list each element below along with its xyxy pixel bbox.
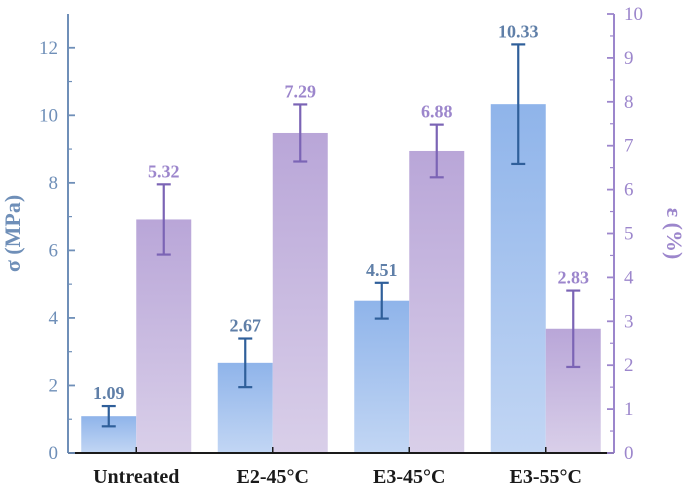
y-left-tick-label-6: 12	[39, 38, 58, 59]
data-label-sigma-2: 4.51	[366, 260, 398, 280]
y-left-tick-label-1: 2	[49, 375, 59, 396]
y-right-tick-label-1: 1	[624, 399, 634, 420]
y-left-tick-label-3: 6	[49, 240, 59, 261]
y-right-tick-label-0: 0	[624, 443, 634, 464]
data-label-sigma-3: 10.33	[498, 21, 539, 41]
bar-epsilon-2	[409, 150, 465, 453]
bar-sigma-2	[354, 300, 410, 453]
data-label-epsilon-0: 5.32	[148, 161, 180, 181]
bar-epsilon-0	[136, 219, 192, 453]
data-label-epsilon-1: 7.29	[285, 81, 317, 101]
data-label-sigma-0: 1.09	[93, 383, 125, 403]
y-right-tick-label-4: 4	[624, 267, 634, 288]
x-tick-label-2: E3-45°C	[373, 466, 445, 488]
bar-epsilon-1	[272, 132, 328, 453]
y-right-tick-label-3: 3	[624, 311, 634, 332]
y-right-tick-label-2: 2	[624, 355, 634, 376]
y-right-tick-label-5: 5	[624, 224, 634, 245]
bars-group	[81, 104, 601, 453]
y-right-tick-label-7: 7	[624, 136, 634, 157]
y-left-axis-title: σ (MPa)	[0, 195, 25, 272]
y-left-tick-label-2: 4	[49, 308, 59, 329]
data-label-sigma-1: 2.67	[230, 316, 262, 336]
x-tick-label-1: E2-45°C	[237, 466, 309, 488]
labels-group: 1.09 5.32 Untreated 2.67 7.29 E2-45°C 4.51 6.88…	[39, 4, 643, 488]
y-right-tick-label-9: 9	[624, 48, 634, 69]
y-right-tick-label-10: 10	[624, 4, 643, 25]
x-tick-label-0: Untreated	[93, 466, 179, 488]
y-right-tick-label-8: 8	[624, 92, 634, 113]
y-left-tick-label-5: 10	[39, 105, 58, 126]
y-left-tick-label-0: 0	[49, 443, 59, 464]
x-tick-label-3: E3-55°C	[510, 466, 582, 488]
y-left-tick-label-4: 8	[49, 173, 59, 194]
y-right-axis-title: ε (%)	[662, 208, 685, 260]
y-right-tick-label-6: 6	[624, 180, 634, 201]
data-label-epsilon-3: 2.83	[558, 268, 590, 288]
error-bars-group	[101, 43, 581, 428]
axes-group	[67, 13, 615, 454]
data-label-epsilon-2: 6.88	[421, 102, 453, 122]
